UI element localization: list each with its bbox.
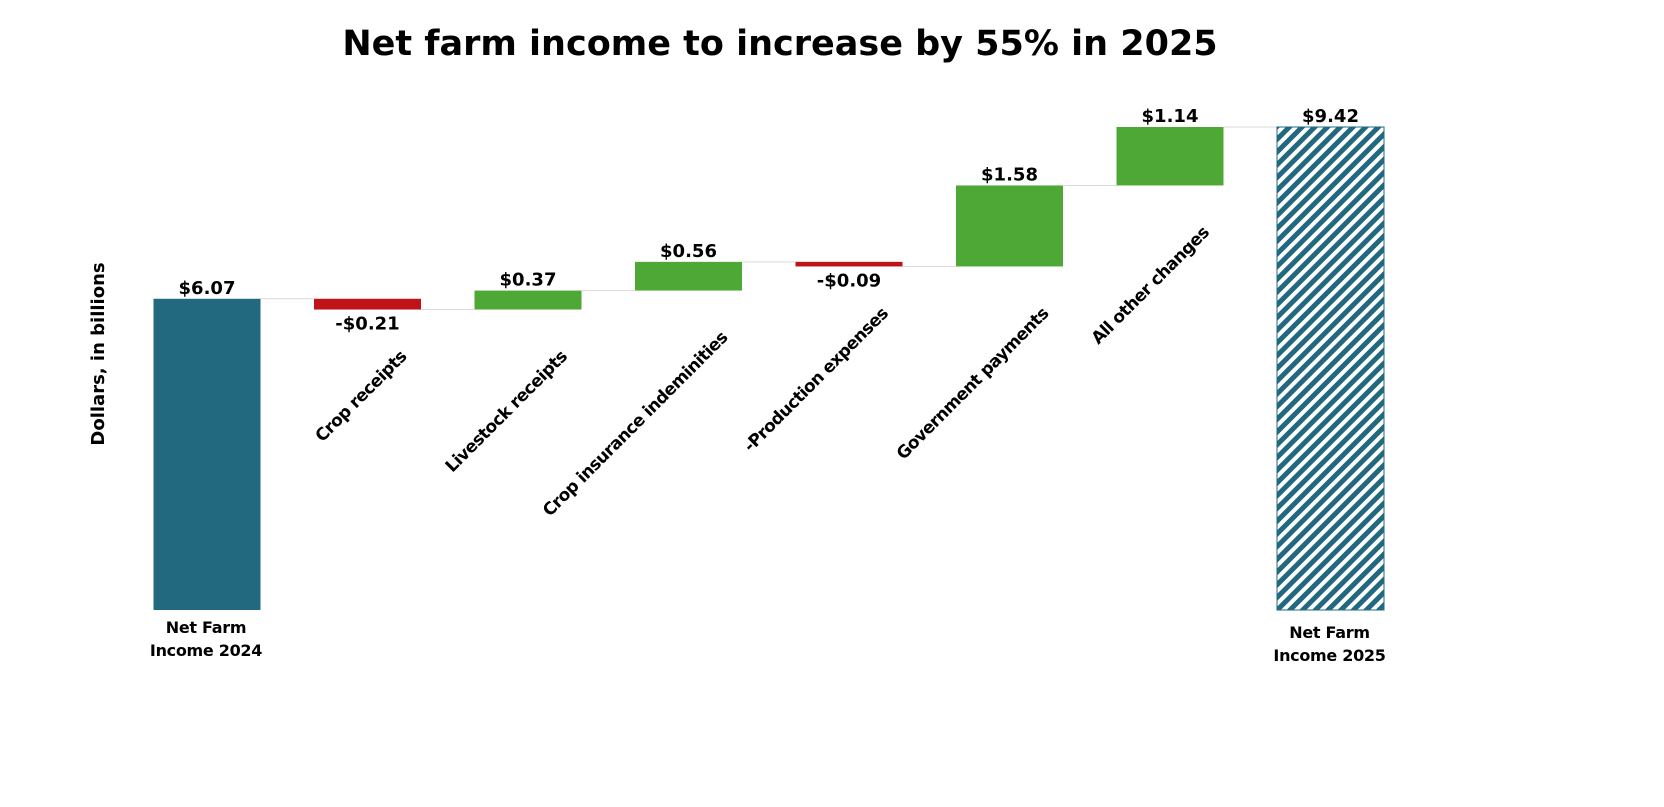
value-label-crop-insurance-indeminities: $0.56 <box>660 241 717 262</box>
connector-lines <box>260 126 1277 311</box>
category-label-production-expenses: -Production expenses <box>740 304 893 457</box>
bars <box>153 126 1385 611</box>
category-label-crop-receipts: Crop receipts <box>312 347 412 447</box>
category-label-net-farm-income-2025: Net Farm Income 2025 <box>1273 623 1385 665</box>
category-label-government-payments: Government payments <box>893 304 1054 465</box>
category-label-all-other-changes: All other changes <box>1088 223 1214 349</box>
value-label-livestock-receipts: $0.37 <box>500 270 557 291</box>
bar-livestock-receipts <box>474 290 582 310</box>
bar-crop-receipts <box>314 298 421 310</box>
value-label-all-other-changes: $1.14 <box>1142 106 1199 127</box>
bar-production-expenses <box>795 261 903 267</box>
bar-government-payments <box>956 185 1063 267</box>
value-label-production-expenses: -$0.09 <box>817 270 881 291</box>
category-label-net-farm-income-2024: Net Farm Income 2024 <box>150 618 262 660</box>
value-labels: $6.07 -$0.21 $0.37 $0.56 -$0.09 $1.58 $1.14 $9.… <box>179 106 1359 335</box>
value-label-net-farm-income-2025: $9.42 <box>1302 106 1359 127</box>
bar-net-farm-income-2024 <box>153 298 261 610</box>
value-label-net-farm-income-2024: $6.07 <box>179 278 236 299</box>
y-axis-label: Dollars, in billions <box>88 262 109 445</box>
value-label-crop-receipts: -$0.21 <box>335 314 399 335</box>
category-label-crop-insurance-indeminities: Crop insurance indeminities <box>539 328 732 521</box>
bar-net-farm-income-2025 <box>1276 126 1385 611</box>
chart-title: Net farm income to increase by 55% in 20… <box>342 24 1218 64</box>
waterfall-chart: Dollars, in billions $6.07 -$0.21 $0.37 $0.… <box>88 106 1386 665</box>
category-labels: Net Farm Income 2024 Crop receipts Livestoc… <box>150 223 1386 665</box>
value-label-government-payments: $1.58 <box>981 164 1038 185</box>
category-label-livestock-receipts: Livestock receipts <box>442 347 572 477</box>
bar-crop-insurance-indeminities <box>635 261 742 291</box>
bar-all-other-changes <box>1116 127 1224 186</box>
